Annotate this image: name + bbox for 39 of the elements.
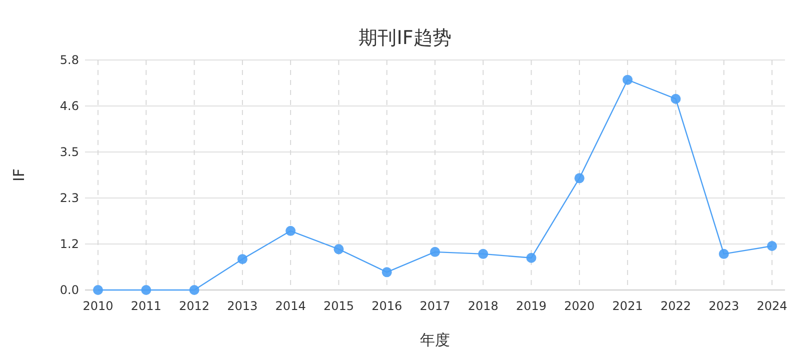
point [141, 285, 152, 295]
x-tick-label: 2017 [420, 299, 450, 313]
point [622, 74, 633, 85]
point [574, 173, 584, 184]
x-tick-label: 2018 [468, 299, 498, 313]
x-tick-label: 2015 [323, 299, 354, 313]
y-tick-label: 0.0 [60, 283, 79, 297]
y-axis-title: IF [10, 168, 28, 182]
point [718, 248, 729, 259]
y-tick-label: 4.6 [60, 99, 79, 113]
x-axis-title: 年度 [420, 331, 450, 349]
point [430, 246, 440, 257]
x-tick-label: 2020 [564, 299, 595, 313]
point [334, 244, 344, 254]
point [767, 240, 777, 251]
y-tick-label: 5.8 [60, 53, 79, 67]
x-tick-label: 2011 [130, 299, 162, 313]
y-tick-label: 3.5 [60, 145, 79, 159]
point [670, 94, 681, 104]
chart-title: 期刊IF趋势 [358, 27, 452, 49]
point [526, 252, 536, 263]
point [237, 254, 248, 264]
x-tick-label: 2024 [756, 299, 788, 313]
point [189, 285, 200, 295]
point [382, 267, 392, 278]
x-tick-label: 2012 [179, 299, 210, 313]
point [478, 248, 488, 259]
x-tick-label: 2010 [82, 299, 114, 313]
x-tick-label: 2021 [612, 299, 643, 313]
x-tick-label: 2014 [275, 299, 306, 313]
point [93, 285, 103, 295]
x-tick-label: 2016 [372, 299, 402, 313]
x-tick-label: 2019 [516, 299, 547, 313]
x-tick-label: 2023 [708, 299, 740, 313]
y-tick-label: 2.3 [60, 191, 79, 205]
x-tick-label: 2022 [660, 299, 691, 313]
y-tick-label: 1.2 [60, 237, 79, 251]
point [286, 226, 296, 236]
x-tick-label: 2013 [227, 299, 258, 313]
